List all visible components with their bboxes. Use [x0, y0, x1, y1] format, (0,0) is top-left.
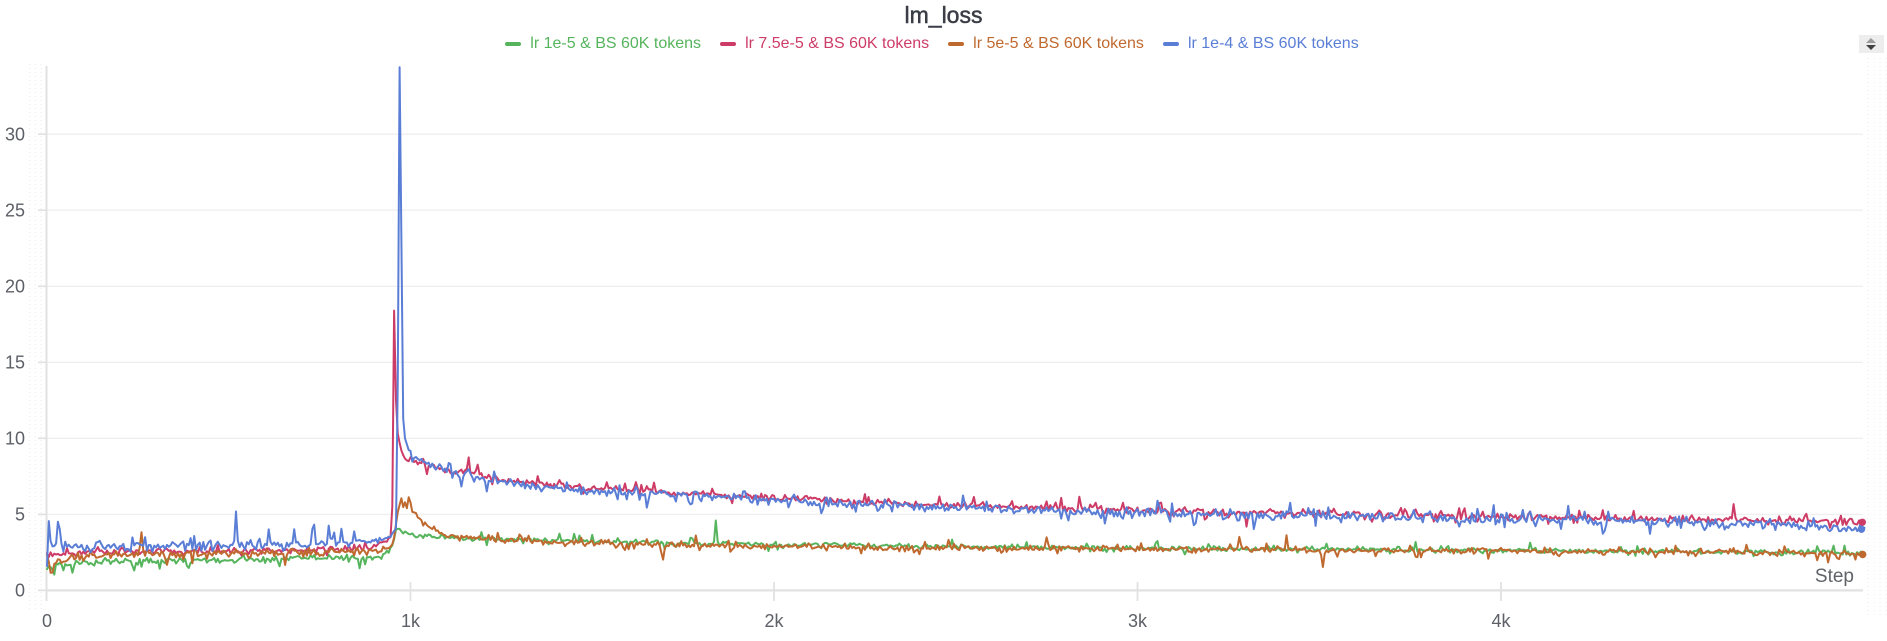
svg-text:4k: 4k: [1491, 611, 1511, 631]
svg-text:2k: 2k: [764, 611, 784, 631]
svg-text:20: 20: [5, 277, 25, 297]
svg-text:5: 5: [15, 505, 25, 525]
svg-text:25: 25: [5, 200, 25, 220]
svg-text:15: 15: [5, 353, 25, 373]
svg-text:Step: Step: [1815, 566, 1854, 587]
svg-text:10: 10: [5, 429, 25, 449]
svg-text:0: 0: [15, 581, 25, 601]
svg-text:3k: 3k: [1128, 611, 1148, 631]
svg-text:1k: 1k: [401, 611, 421, 631]
svg-text:0: 0: [42, 611, 52, 631]
svg-text:30: 30: [5, 124, 25, 144]
